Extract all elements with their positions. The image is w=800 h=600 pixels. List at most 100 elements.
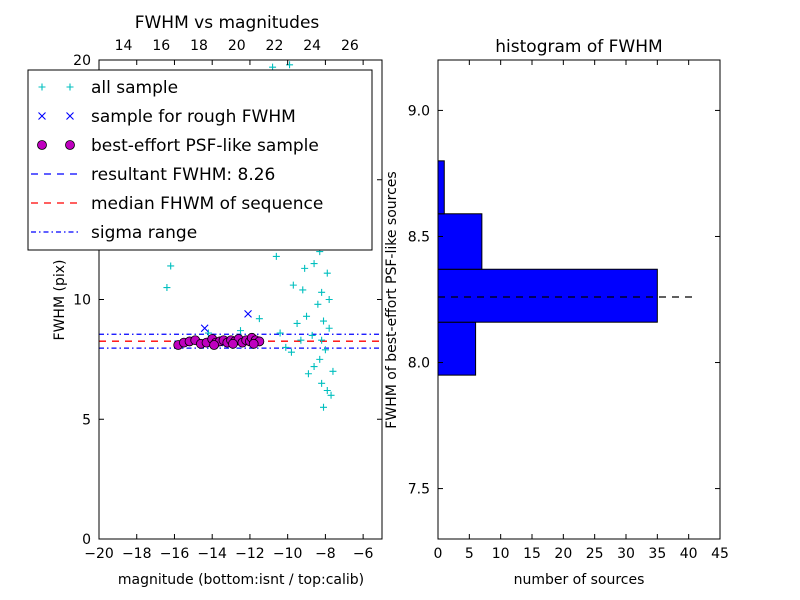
data-point-plus-25 — [293, 319, 301, 327]
data-point-plus-27 — [325, 324, 333, 332]
x-tick-label: 20 — [554, 546, 572, 562]
data-point-plus-41 — [282, 343, 290, 351]
top-x-tick-label: 16 — [152, 38, 170, 54]
data-point-plus-51 — [310, 260, 318, 268]
x-tick-label: 30 — [617, 546, 635, 562]
x-tick-label: 10 — [492, 546, 510, 562]
x-tick-label: −12 — [235, 546, 265, 562]
x-tick-label: −20 — [84, 546, 114, 562]
legend-box — [27, 69, 373, 251]
data-point-plus-22 — [323, 269, 331, 277]
y-tick-label: 20 — [73, 53, 91, 69]
top-x-tick-label: 24 — [303, 38, 321, 54]
x-tick-label: −6 — [353, 546, 374, 562]
data-point-plus-37 — [323, 387, 331, 395]
data-point-plus-20 — [289, 281, 297, 289]
histogram-bar-0 — [437, 321, 477, 376]
data-point-plus-36 — [318, 379, 326, 387]
data-point-plus-40 — [287, 348, 295, 356]
legend-label-1: sample for rough FWHM — [91, 107, 296, 127]
data-point-circle-20 — [209, 340, 219, 350]
y-tick-label: 10 — [73, 293, 91, 309]
data-point-plus-3 — [237, 327, 244, 335]
top-x-tick-label: 26 — [341, 38, 359, 54]
histogram-marks — [437, 160, 695, 376]
data-point-plus-0 — [163, 284, 171, 292]
scatter-legend: all sample sample for rough FWHM best-effo… — [27, 69, 373, 251]
x-tick-label: −10 — [273, 546, 303, 562]
y-tick-label: 0 — [82, 532, 91, 548]
data-point-plus-21 — [318, 288, 326, 296]
top-x-tick-label: 22 — [266, 38, 284, 54]
data-point-x-0 — [200, 324, 209, 333]
x-tick-label: 0 — [434, 546, 443, 562]
scatter-y-label: FWHM (pix) — [52, 260, 68, 341]
data-point-plus-53 — [325, 296, 333, 303]
data-point-plus-30 — [276, 329, 284, 337]
x-tick-label: 15 — [523, 546, 541, 562]
data-point-plus-24 — [303, 312, 311, 320]
data-point-plus-38 — [320, 403, 328, 411]
data-point-plus-2 — [204, 329, 212, 337]
x-tick-label: 5 — [465, 546, 474, 562]
x-tick-label: 40 — [680, 546, 698, 562]
x-tick-label: 35 — [648, 546, 666, 562]
scatter-x-label: magnitude (bottom:isnt / top:calib) — [118, 572, 364, 588]
legend-swatch-2-b — [65, 140, 75, 150]
x-tick-label: −14 — [197, 546, 227, 562]
histogram-axes: 0 5 10 15 20 25 30 35 40 45 7.5 8.0 8.5 9.0 — [408, 60, 729, 562]
x-tick-label: −18 — [122, 546, 152, 562]
data-point-plus-31 — [321, 346, 329, 354]
scatter-title: FWHM vs magnitudes — [135, 13, 320, 33]
y-tick-label: 8.5 — [408, 229, 430, 245]
histogram-chart: 0 5 10 15 20 25 30 35 40 45 7.5 8.0 8.5 9.0 histogram… — [384, 37, 729, 588]
histogram-plot-frame — [437, 59, 721, 540]
legend-swatch-0 — [38, 83, 46, 91]
top-x-tick-label: 18 — [190, 38, 208, 54]
data-point-plus-19 — [301, 264, 309, 272]
x-tick-label: 25 — [586, 546, 604, 562]
data-point-x-1 — [244, 309, 252, 318]
data-point-plus-23 — [314, 300, 322, 308]
data-point-plus-29 — [297, 336, 305, 344]
x-tick-label: −16 — [160, 546, 190, 562]
data-point-plus-32 — [316, 355, 324, 363]
legend-swatch-1 — [38, 112, 46, 120]
data-point-circle-21 — [228, 338, 238, 349]
scatter-chart: −20−18−16−14−12−10−8−6051015201416182022… — [27, 13, 383, 588]
data-point-plus-35 — [304, 370, 312, 378]
histogram-bar-1 — [437, 268, 658, 323]
data-point-plus-4 — [255, 315, 263, 323]
top-x-tick-label: 14 — [115, 38, 133, 54]
histogram-title: histogram of FWHM — [495, 37, 662, 57]
legend-label-5: sigma range — [91, 223, 197, 243]
legend-label-0: all sample — [91, 78, 178, 98]
data-point-plus-1 — [167, 262, 175, 270]
data-point-plus-33 — [310, 363, 318, 371]
x-tick-label: 45 — [711, 546, 729, 562]
legend-swatch-1-b — [66, 112, 74, 120]
data-point-plus-26 — [320, 317, 328, 325]
data-point-plus-39 — [327, 391, 335, 399]
data-point-circle-22 — [248, 338, 259, 349]
y-tick-label: 9.0 — [408, 103, 430, 119]
scatter-axes: −20−18−16−14−12−10−8−6051015201416182022… — [73, 38, 382, 562]
y-tick-label: 5 — [82, 412, 91, 428]
histogram-x-label: number of sources — [514, 572, 645, 588]
legend-label-4: median FHWM of sequence — [91, 194, 323, 214]
legend-swatch-2 — [37, 140, 47, 150]
histogram-bar-3 — [437, 160, 445, 215]
data-point-plus-34 — [329, 367, 337, 375]
data-point-plus-52 — [299, 286, 307, 294]
y-tick-label: 7.5 — [408, 482, 430, 498]
legend-label-2: best-effort PSF-like sample — [91, 136, 319, 156]
histogram-bar-2 — [437, 213, 483, 270]
histogram-y-label: FWHM of best-effort PSF-like sources — [384, 171, 400, 428]
y-tick-label: 8.0 — [408, 356, 430, 372]
data-point-plus-54 — [318, 336, 326, 344]
data-point-plus-28 — [308, 331, 316, 339]
x-tick-label: −8 — [315, 546, 336, 562]
legend-swatch-0-b — [66, 83, 74, 91]
legend-label-3: resultant FWHM: 8.26 — [91, 165, 275, 185]
